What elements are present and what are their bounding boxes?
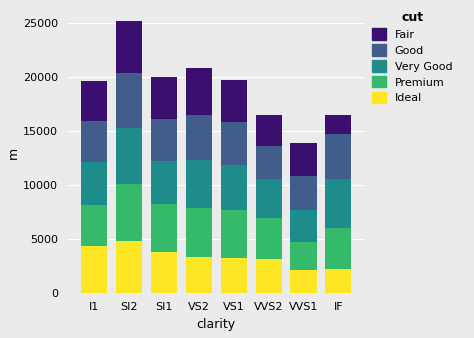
Bar (81, 121, 107, 162)
X-axis label: clarity: clarity (197, 318, 236, 331)
Bar (151, 161, 177, 204)
Bar (220, 210, 247, 258)
Bar (255, 146, 282, 179)
Bar (255, 115, 282, 146)
Bar (186, 208, 212, 257)
Bar (325, 179, 351, 228)
Legend: Fair, Good, Very Good, Premium, Ideal: Fair, Good, Very Good, Premium, Ideal (368, 6, 456, 108)
Bar (255, 259, 282, 293)
Bar (81, 162, 107, 206)
Bar (186, 257, 212, 293)
Bar (220, 165, 247, 210)
Bar (116, 128, 142, 184)
Bar (220, 122, 247, 165)
Bar (81, 81, 107, 121)
Bar (151, 119, 177, 161)
Bar (81, 246, 107, 293)
Bar (81, 206, 107, 246)
Bar (186, 160, 212, 208)
Bar (116, 184, 142, 241)
Bar (255, 179, 282, 218)
Bar (291, 143, 317, 176)
Bar (220, 258, 247, 293)
Bar (116, 241, 142, 293)
Bar (186, 68, 212, 115)
Bar (325, 115, 351, 134)
Bar (220, 80, 247, 122)
Bar (151, 252, 177, 293)
Bar (116, 73, 142, 128)
Y-axis label: m: m (7, 146, 20, 159)
Bar (291, 210, 317, 242)
Bar (291, 242, 317, 270)
Bar (325, 134, 351, 179)
Bar (325, 228, 351, 269)
Bar (151, 204, 177, 252)
Bar (151, 77, 177, 119)
Bar (255, 218, 282, 259)
Bar (291, 176, 317, 210)
Bar (325, 269, 351, 293)
Bar (186, 115, 212, 160)
Bar (116, 21, 142, 73)
Bar (291, 270, 317, 293)
